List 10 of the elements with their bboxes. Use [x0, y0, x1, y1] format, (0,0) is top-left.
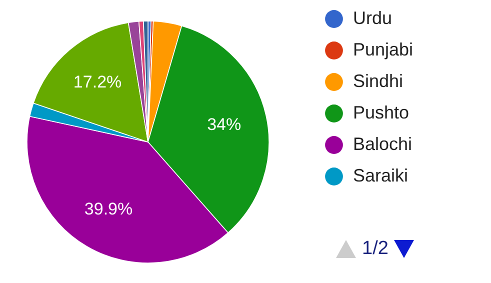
data-label: 34%	[207, 114, 242, 134]
legend-label: Balochi	[353, 134, 412, 154]
text: 1/2	[362, 238, 388, 260]
data-label: 39.9%	[84, 199, 133, 218]
legend-label: Urdu	[353, 8, 392, 28]
legend-label: Sindhi	[353, 71, 404, 91]
legend-label: Punjabi	[353, 40, 414, 60]
data-label: 17.2%	[73, 72, 122, 92]
legend-label: Saraiki	[353, 166, 408, 186]
legend-label: Pushto	[353, 102, 410, 122]
